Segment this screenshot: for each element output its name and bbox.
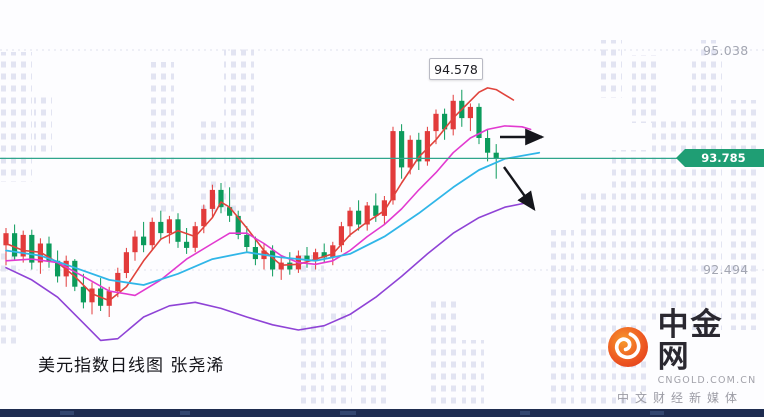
candle-body — [227, 207, 233, 216]
down-arrow — [503, 166, 536, 211]
candle-body — [80, 286, 86, 303]
brand-domain: CNGOLD.COM.CN — [657, 375, 757, 386]
candle-body — [20, 234, 26, 257]
candle-body — [235, 215, 241, 235]
current-price-badge: 93.785 — [676, 149, 764, 167]
candle-body — [29, 234, 35, 263]
candle-body — [132, 236, 138, 253]
candle-body — [433, 113, 439, 132]
candle-body — [270, 250, 276, 270]
candle-body — [450, 100, 456, 130]
candle-body — [46, 243, 52, 261]
candle-body — [330, 245, 336, 258]
candle-body — [158, 221, 164, 234]
candle-body — [201, 208, 207, 227]
candle-body — [476, 106, 482, 138]
candle-body — [467, 106, 473, 119]
candle-body — [399, 131, 405, 168]
candle-body — [347, 210, 353, 227]
candle-body — [106, 291, 112, 306]
peak-price-tooltip: 94.578 — [429, 58, 483, 80]
candle-body — [373, 205, 379, 216]
candle-body — [3, 233, 9, 246]
overlay-ma-mid — [5, 125, 532, 297]
candle-body — [493, 152, 499, 159]
candle-body — [485, 138, 491, 153]
cngold-coin-icon — [607, 327, 648, 368]
candle-body — [72, 260, 78, 287]
candle-body — [304, 255, 310, 261]
brand-name: 中金网 — [657, 306, 724, 376]
candle-body — [123, 252, 129, 273]
overlay-ma-fast — [5, 87, 515, 302]
candle-body — [287, 262, 293, 270]
candle-body — [278, 262, 284, 270]
candle-body — [12, 233, 18, 257]
chart-title: 美元指数日线图 张尧浠 — [38, 356, 225, 376]
logo-row: 中金网 CNGOLD.COM.CN — [604, 309, 757, 386]
candle-body — [338, 226, 344, 246]
candle-body — [149, 221, 155, 246]
candle-body — [364, 205, 370, 225]
candle-body — [184, 241, 190, 248]
candle-body — [381, 200, 387, 216]
candle-body — [141, 236, 147, 246]
candle-body — [244, 234, 250, 247]
y-axis-tick-upper: 95.038 — [703, 43, 749, 58]
watermark-buildings — [0, 40, 760, 409]
cngold-logo: 中金网 CNGOLD.COM.CN 中文财经新媒体 — [604, 309, 756, 406]
candle-body — [424, 131, 430, 162]
candle-body — [321, 252, 327, 258]
brand-tagline: 中文财经新媒体 — [616, 391, 743, 405]
overlay-ma-slow — [5, 151, 541, 286]
candle-body — [442, 113, 448, 130]
candle-body — [166, 219, 172, 234]
candle-body — [416, 139, 422, 162]
candle-body — [356, 210, 362, 225]
candle-body — [218, 189, 224, 208]
candle-body — [209, 189, 215, 209]
bottom-bar — [0, 409, 764, 417]
logo-text-column: 中金网 CNGOLD.COM.CN — [658, 309, 757, 386]
candle-body — [407, 139, 413, 168]
candle-body — [313, 252, 319, 261]
overlay-band-lower — [5, 201, 532, 342]
candle-body — [89, 288, 95, 303]
y-axis-tick-lower: 92.494 — [703, 262, 749, 277]
candle-body — [55, 260, 61, 277]
candle-body — [390, 131, 396, 201]
